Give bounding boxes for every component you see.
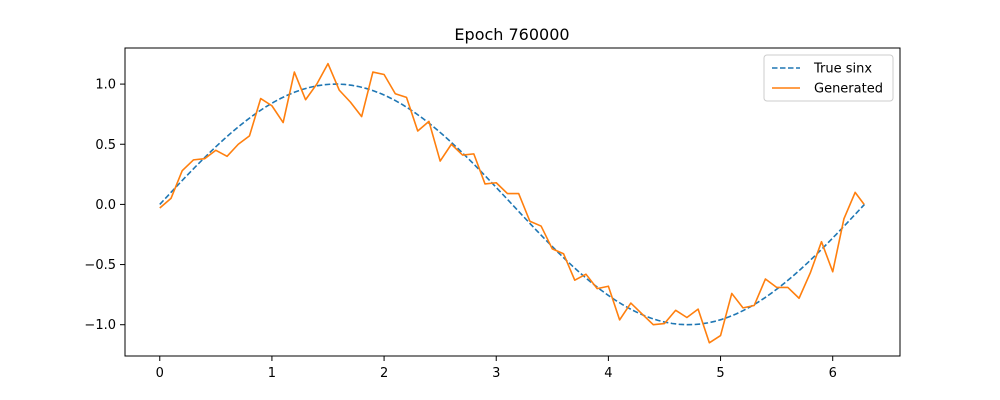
x-tick-label: 3 (492, 366, 500, 381)
x-tick-label: 5 (716, 366, 724, 381)
generated-line (159, 62, 865, 344)
y-tick-label: 0.0 (95, 198, 116, 213)
y-tick-label: 0.5 (95, 138, 116, 153)
y-tick-label: −0.5 (84, 258, 116, 273)
legend-box (763, 54, 894, 102)
chart-title: Epoch 760000 (454, 25, 569, 44)
x-tick-label: 4 (604, 366, 612, 381)
x-tick-label: 6 (829, 366, 837, 381)
true-sinx-line (159, 83, 866, 326)
legend: True sinx Generated (763, 54, 894, 102)
series-layer (159, 62, 866, 344)
y-tick-label: −1.0 (84, 318, 116, 333)
x-axis: 0 1 2 3 4 5 6 (156, 356, 837, 381)
plot-area-frame (124, 47, 901, 357)
x-tick-label: 2 (380, 366, 388, 381)
y-tick-label: 1.0 (95, 78, 116, 93)
x-tick-label: 0 (156, 366, 164, 381)
legend-label: Generated (814, 82, 883, 97)
legend-label: True sinx (813, 62, 872, 77)
x-tick-label: 1 (268, 366, 276, 381)
y-axis: −1.0 −0.5 0.0 0.5 1.0 (84, 78, 125, 333)
